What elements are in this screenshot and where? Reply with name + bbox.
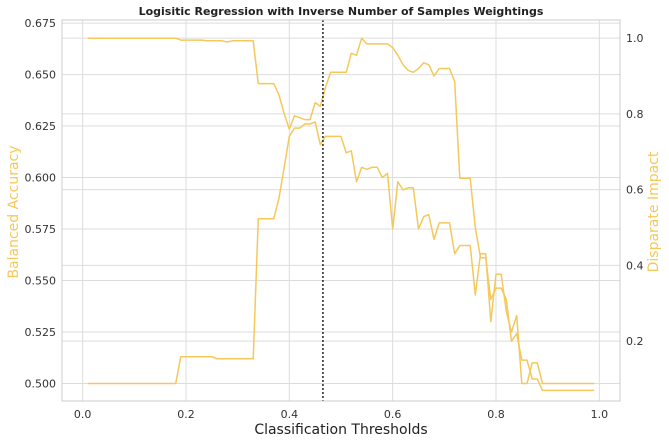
balanced-accuracy-line xyxy=(87,121,595,385)
y-right-tick-label: 0.6 xyxy=(626,184,644,197)
y-right-tick-label: 0.2 xyxy=(626,335,644,348)
grid-lines xyxy=(62,20,620,401)
x-tick-label: 0.4 xyxy=(281,408,299,421)
y-right-tick-label: 1.0 xyxy=(626,32,644,45)
y-left-tick-label: 0.600 xyxy=(25,172,57,185)
y-right-tick-label: 0.4 xyxy=(626,259,644,272)
y-axis-right-label: Disparate Impact xyxy=(646,151,662,272)
y-left-tick-label: 0.625 xyxy=(25,120,57,133)
x-tick-label: 1.0 xyxy=(591,408,609,421)
x-tick-label: 0.2 xyxy=(177,408,195,421)
y-right-tick-label: 0.8 xyxy=(626,108,644,121)
tick-labels: 0.0 0.2 0.4 0.6 0.8 1.0 0.500 0.525 0.550 0.575 0.… xyxy=(25,17,644,421)
y-left-tick-label: 0.550 xyxy=(25,275,57,288)
y-left-tick-label: 0.675 xyxy=(25,17,57,30)
y-left-tick-label: 0.525 xyxy=(25,326,57,339)
disparate-impact-line xyxy=(87,37,595,392)
y-left-tick-label: 0.650 xyxy=(25,69,57,82)
y-left-tick-label: 0.575 xyxy=(25,223,57,236)
x-tick-label: 0.0 xyxy=(74,408,92,421)
y-axis-left-label: Balanced Accuracy xyxy=(6,145,22,278)
y-left-tick-label: 0.500 xyxy=(25,377,57,390)
plot-frame xyxy=(61,19,621,402)
x-tick-label: 0.8 xyxy=(487,408,505,421)
chart-title: Logisitic Regression with Inverse Number… xyxy=(139,5,544,18)
x-tick-label: 0.6 xyxy=(384,408,402,421)
x-axis-label: Classification Thresholds xyxy=(254,422,427,438)
plot-lines xyxy=(87,20,595,401)
